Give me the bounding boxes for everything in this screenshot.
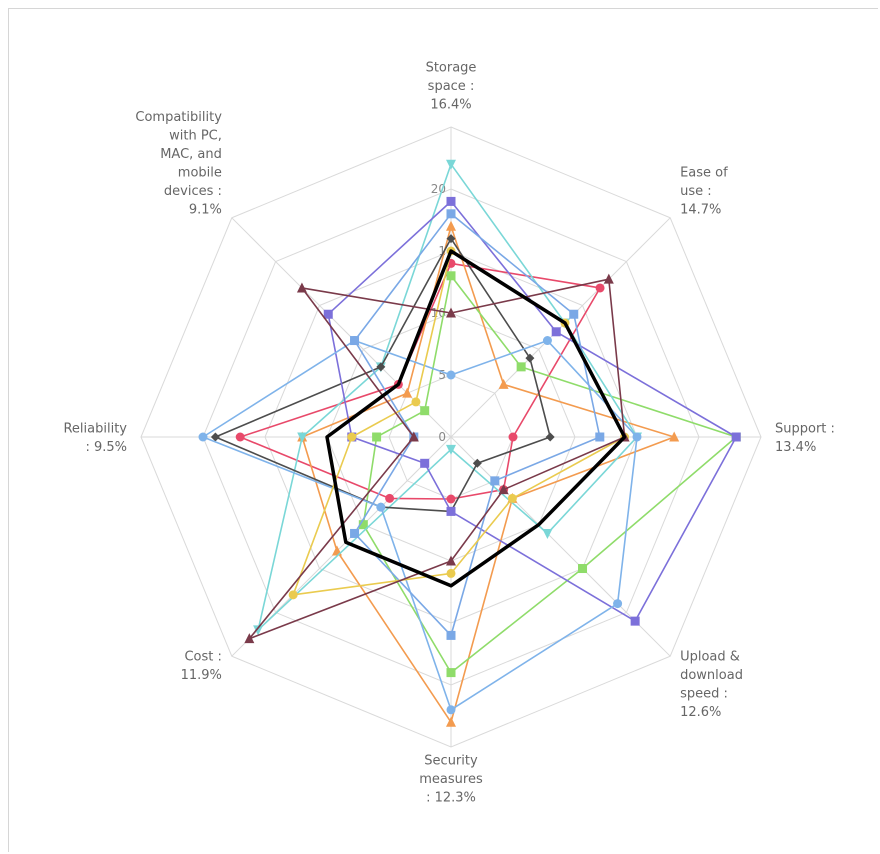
data-point	[350, 528, 360, 538]
data-point	[350, 336, 360, 346]
data-point	[508, 432, 518, 442]
data-point	[446, 444, 456, 455]
data-point	[446, 506, 456, 516]
tick-label: 20	[431, 182, 446, 196]
data-point	[402, 387, 413, 398]
axis-label: Cost :11.9%	[181, 650, 222, 684]
chart-frame	[8, 8, 878, 852]
data-point	[372, 432, 382, 442]
data-point	[446, 716, 456, 727]
data-point	[376, 362, 386, 372]
data-point	[595, 283, 605, 293]
data-point	[446, 668, 456, 678]
radar-axis-labels: Storage space :16.4% Ease of use :14.7% Supp…	[63, 60, 834, 805]
series	[198, 336, 642, 715]
series	[288, 246, 630, 600]
data-point	[446, 370, 456, 380]
data-point	[545, 432, 555, 442]
data-point	[446, 234, 456, 244]
data-point	[516, 362, 526, 372]
data-point	[578, 564, 588, 574]
data-point	[613, 599, 623, 609]
tick-label: 5	[438, 368, 446, 382]
data-point	[446, 196, 456, 206]
data-point	[323, 309, 333, 319]
data-point	[498, 484, 509, 495]
series-line	[202, 339, 638, 711]
data-point	[446, 271, 456, 281]
data-point	[446, 220, 456, 231]
data-point	[446, 209, 456, 219]
data-point	[244, 633, 255, 644]
data-point	[446, 630, 456, 640]
axis-label: Security measures: 12.3%	[419, 754, 483, 806]
axis-label: Reliability: 9.5%	[63, 421, 127, 455]
data-point	[632, 432, 642, 442]
data-point	[472, 458, 482, 468]
series	[325, 249, 627, 588]
data-point	[731, 432, 741, 442]
series	[244, 273, 630, 644]
data-point	[542, 336, 552, 346]
data-point	[498, 378, 509, 389]
radar-grid	[140, 126, 762, 748]
data-point	[358, 520, 368, 530]
data-point	[347, 432, 357, 442]
data-point	[595, 432, 605, 442]
axis-label: Ease of use :14.7%	[680, 165, 728, 217]
data-point	[420, 406, 430, 416]
data-point	[542, 528, 553, 539]
axis-label: Upload & download speed :12.6%	[680, 650, 743, 721]
data-point	[210, 432, 220, 442]
data-point	[198, 432, 208, 442]
data-point	[446, 307, 456, 318]
data-point	[669, 431, 680, 442]
data-point	[297, 432, 308, 443]
data-point	[603, 273, 614, 284]
data-point	[411, 397, 421, 407]
data-point	[385, 493, 395, 503]
data-point	[446, 568, 456, 578]
series	[323, 196, 741, 626]
series	[210, 234, 555, 516]
data-point	[420, 458, 430, 468]
axis-label: Storage space :16.4%	[426, 60, 477, 112]
data-point	[446, 494, 456, 504]
series-line	[325, 249, 627, 588]
data-point	[525, 353, 535, 363]
data-point	[296, 282, 307, 293]
axis-label: Support :13.4%	[775, 421, 835, 455]
data-point	[569, 309, 579, 319]
data-point	[551, 327, 561, 337]
data-point	[288, 590, 298, 600]
data-point	[235, 432, 245, 442]
data-point	[253, 625, 264, 636]
series-line	[327, 200, 738, 622]
data-point	[376, 502, 386, 512]
data-point	[446, 159, 456, 170]
data-point	[446, 555, 456, 566]
data-point	[490, 476, 500, 486]
data-point	[446, 705, 456, 715]
tick-label: 0	[438, 430, 446, 444]
data-point	[630, 616, 640, 626]
radar-series	[198, 159, 741, 727]
axis-label: Compatibility with PC, MAC, and mobile devic…	[135, 110, 222, 217]
data-point	[507, 493, 517, 503]
data-point	[408, 431, 419, 442]
tick-label: 1	[438, 244, 446, 258]
